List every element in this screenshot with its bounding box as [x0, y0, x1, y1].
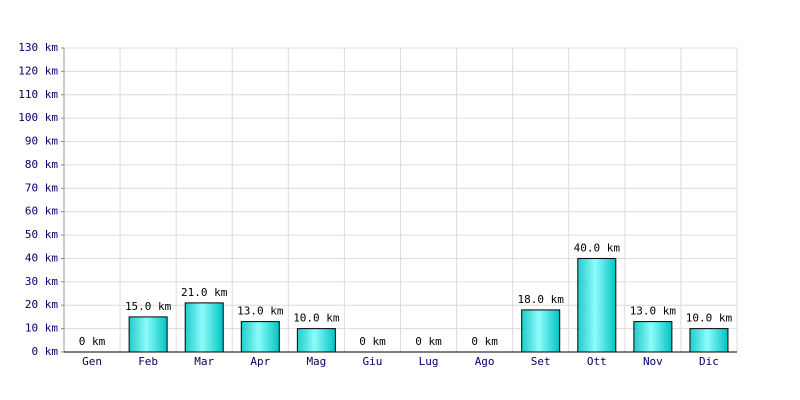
value-label: 0 km — [471, 335, 498, 348]
x-tick-label: Mar — [194, 355, 214, 368]
y-tick-label: 0 km — [32, 345, 59, 358]
y-tick-label: 10 km — [25, 322, 58, 335]
value-label: 0 km — [359, 335, 386, 348]
x-tick-label: Nov — [643, 355, 663, 368]
x-tick-label: Giu — [363, 355, 383, 368]
x-tick-label: Apr — [250, 355, 270, 368]
value-label: 0 km — [415, 335, 442, 348]
bar — [521, 309, 561, 353]
x-tick-label: Lug — [419, 355, 439, 368]
value-label: 40.0 km — [574, 241, 621, 254]
y-tick-label: 60 km — [25, 205, 58, 218]
value-label: 10.0 km — [686, 312, 733, 325]
x-tick-label: Ott — [587, 355, 607, 368]
value-label: 15.0 km — [125, 300, 172, 313]
y-tick-label: 30 km — [25, 275, 58, 288]
y-tick-label: 80 km — [25, 158, 58, 171]
x-tick-label: Set — [531, 355, 551, 368]
bar — [184, 302, 224, 353]
bar — [240, 321, 280, 353]
bar — [296, 328, 336, 353]
value-label: 21.0 km — [181, 286, 228, 299]
y-tick-label: 70 km — [25, 181, 58, 194]
value-label: 18.0 km — [518, 293, 565, 306]
y-tick-label: 100 km — [18, 111, 58, 124]
y-tick-label: 120 km — [18, 64, 58, 77]
x-tick-label: Dic — [699, 355, 719, 368]
bar — [577, 257, 617, 353]
value-label: 0 km — [79, 335, 106, 348]
value-label: 13.0 km — [237, 305, 284, 318]
bar — [633, 321, 673, 353]
x-tick-label: Gen — [82, 355, 102, 368]
y-tick-label: 40 km — [25, 251, 58, 264]
y-tick-label: 130 km — [18, 41, 58, 54]
y-tick-label: 90 km — [25, 135, 58, 148]
x-tick-label: Feb — [138, 355, 158, 368]
value-label: 13.0 km — [630, 305, 677, 318]
x-tick-label: Ago — [475, 355, 495, 368]
value-label: 10.0 km — [293, 312, 340, 325]
y-tick-label: 50 km — [25, 228, 58, 241]
x-tick-label: Mag — [306, 355, 326, 368]
y-tick-label: 110 km — [18, 88, 58, 101]
bar — [689, 328, 729, 353]
y-tick-label: 20 km — [25, 298, 58, 311]
bar — [128, 316, 168, 353]
